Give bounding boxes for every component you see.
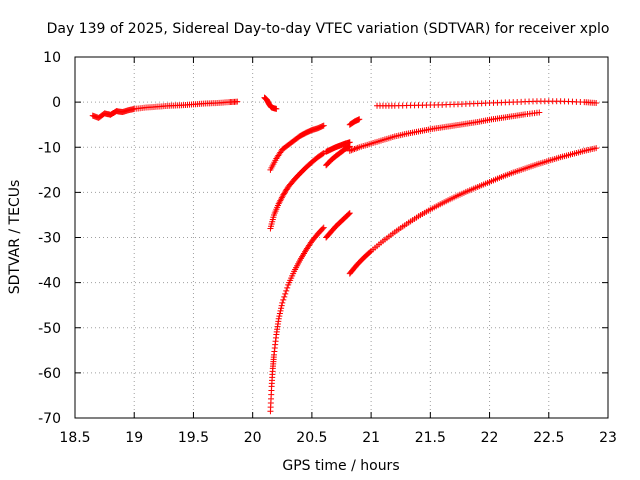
data-point (273, 105, 280, 112)
x-tick-label: 22.5 (533, 430, 564, 446)
data-points (89, 94, 600, 415)
series-arc-short-1 (261, 94, 280, 112)
series-arc-steep-2 (267, 150, 327, 232)
series-arc-steep-1 (267, 122, 327, 173)
y-tick-label: 0 (52, 95, 61, 111)
data-point (234, 98, 241, 105)
data-point (278, 305, 285, 312)
data-point (283, 287, 290, 294)
series-arc-mid-2 (323, 143, 353, 169)
x-tick-label: 18.5 (59, 430, 90, 446)
gridlines (75, 57, 608, 418)
x-tick-label: 20 (244, 430, 262, 446)
series-arc-late-flat (374, 98, 600, 109)
data-point (277, 307, 284, 314)
y-tick-label: -10 (38, 140, 61, 156)
data-point (280, 296, 287, 303)
y-tick-labels: 10 0 -10 -20 -30 -40 -50 -60 -70 (38, 50, 61, 427)
data-point (367, 248, 374, 255)
y-tick-label: -60 (38, 366, 61, 382)
y-tick-label: -40 (38, 276, 61, 292)
plot-frame (74, 56, 609, 419)
x-tick-labels: 18.5 19 19.5 20 20.5 21 21.5 22 22.5 23 (59, 430, 617, 446)
y-tick-label: 10 (43, 50, 61, 66)
data-point (319, 150, 326, 157)
data-point (320, 224, 327, 231)
data-point (281, 293, 288, 300)
x-axis-label: GPS time / hours (282, 458, 399, 474)
series-arc-steep-3 (267, 224, 327, 415)
x-tick-label: 19 (125, 430, 143, 446)
data-point (593, 100, 600, 107)
y-tick-label: -50 (38, 321, 61, 337)
series-arc-late-2 (346, 145, 600, 277)
data-point (536, 109, 543, 116)
data-point (276, 310, 283, 317)
y-tick-label: -70 (38, 411, 61, 427)
series-arc-early-noisy (89, 98, 241, 121)
chart-title: Day 139 of 2025, Sidereal Day-to-day VTE… (47, 21, 610, 37)
x-tick-label: 21 (362, 430, 380, 446)
y-tick-label: -30 (38, 231, 61, 247)
axis-ticks (74, 56, 609, 419)
data-point (278, 302, 285, 309)
data-point (320, 122, 327, 129)
y-axis-label: SDTVAR / TECUs (7, 180, 23, 295)
series-arc-short-2 (346, 116, 363, 128)
data-point (319, 225, 326, 232)
data-point (275, 315, 282, 322)
x-tick-label: 20.5 (296, 430, 327, 446)
data-point (282, 290, 289, 297)
data-point (346, 210, 353, 217)
series-arc-mid-1 (323, 210, 353, 241)
y-tick-label: -20 (38, 185, 61, 201)
series-arc-mid-3 (323, 139, 353, 155)
x-tick-label: 19.5 (178, 430, 209, 446)
data-point (279, 299, 286, 306)
data-point (284, 284, 291, 291)
x-tick-label: 21.5 (415, 430, 446, 446)
data-point (356, 116, 363, 123)
data-point (276, 313, 283, 320)
data-point (346, 210, 353, 217)
data-point (346, 139, 353, 146)
series-arc-late-1 (346, 109, 543, 154)
x-tick-label: 23 (599, 430, 617, 446)
data-point (593, 145, 600, 152)
x-tick-label: 22 (481, 430, 499, 446)
